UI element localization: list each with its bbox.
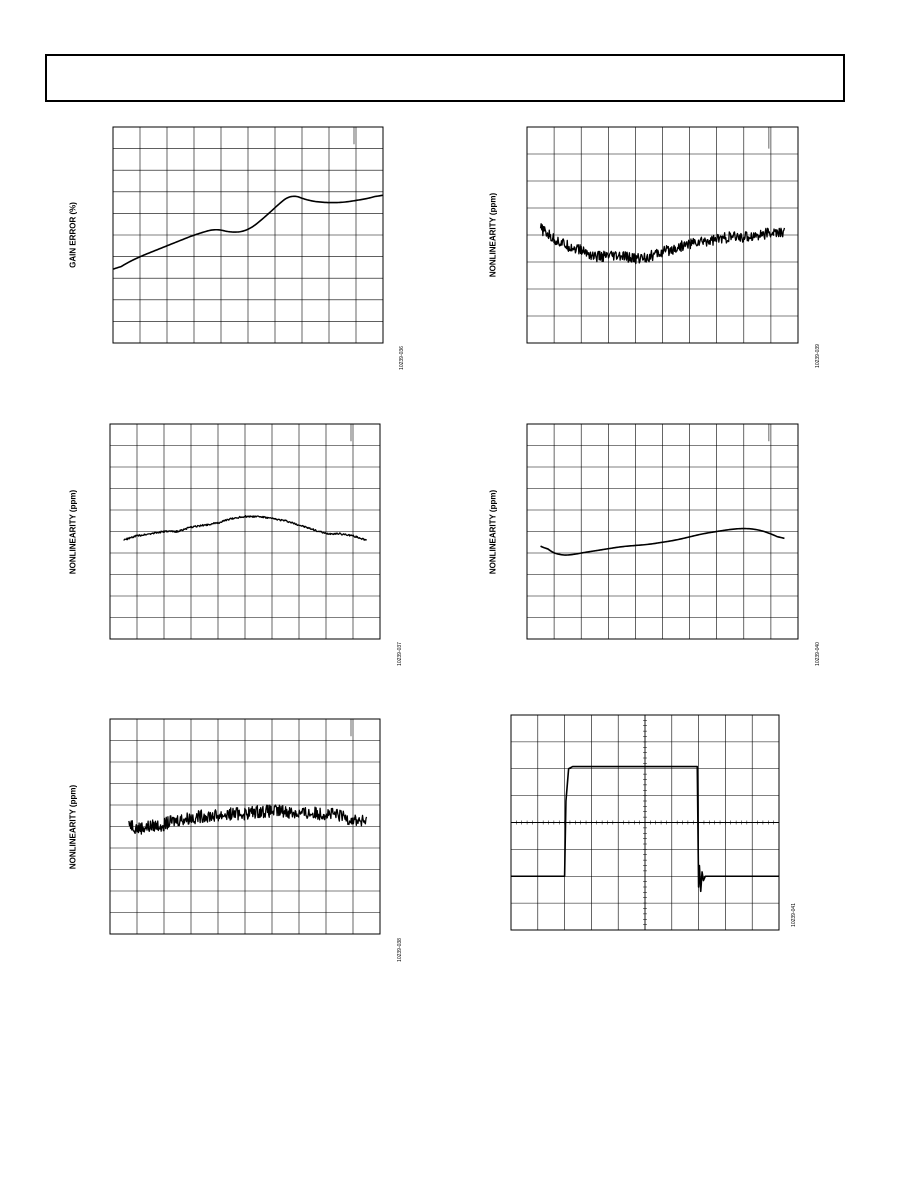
- page-header-box: [45, 54, 845, 102]
- figure-id: 10239-038: [397, 938, 403, 962]
- nonlinearity-chart-4: [109, 718, 381, 935]
- plot-frame: [526, 126, 799, 344]
- y-axis-label: NONLINEARITY (ppm): [488, 192, 498, 278]
- figure-id: 10239-040: [815, 642, 821, 666]
- plot-frame: [112, 126, 384, 344]
- data-series-line: [112, 194, 384, 270]
- data-series-line: [123, 515, 368, 541]
- nonlinearity-plot-4: [109, 718, 381, 935]
- nonlinearity-plot-3: [526, 423, 799, 640]
- nonlinearity-chart-3: [526, 423, 799, 640]
- figure-id: 10239-039: [815, 344, 821, 368]
- y-axis-label: NONLINEARITY (ppm): [68, 489, 78, 575]
- data-series-line: [539, 223, 786, 265]
- data-series-line: [511, 765, 779, 893]
- pulse-response-plot: [510, 714, 780, 931]
- data-series-line: [540, 527, 785, 556]
- nonlinearity-plot-2: [109, 423, 381, 640]
- y-axis-label: GAIN ERROR (%): [68, 202, 78, 268]
- gain-error-plot: [112, 126, 384, 344]
- y-axis-label: NONLINEARITY (ppm): [68, 784, 78, 870]
- figure-id: 10239-036: [399, 346, 405, 370]
- plot-frame: [109, 718, 381, 935]
- gain-error-chart: [112, 126, 384, 344]
- y-axis-label: NONLINEARITY (ppm): [488, 489, 498, 575]
- plot-frame: [109, 423, 381, 640]
- figure-id: 10239-041: [791, 903, 797, 927]
- nonlinearity-chart-2: [109, 423, 381, 640]
- figure-id: 10239-037: [397, 642, 403, 666]
- plot-frame: [526, 423, 799, 640]
- data-series-line: [128, 804, 368, 835]
- plot-frame: [510, 714, 780, 931]
- nonlinearity-chart-1: [526, 126, 799, 344]
- nonlinearity-plot-1: [526, 126, 799, 344]
- pulse-response-chart: [510, 714, 780, 931]
